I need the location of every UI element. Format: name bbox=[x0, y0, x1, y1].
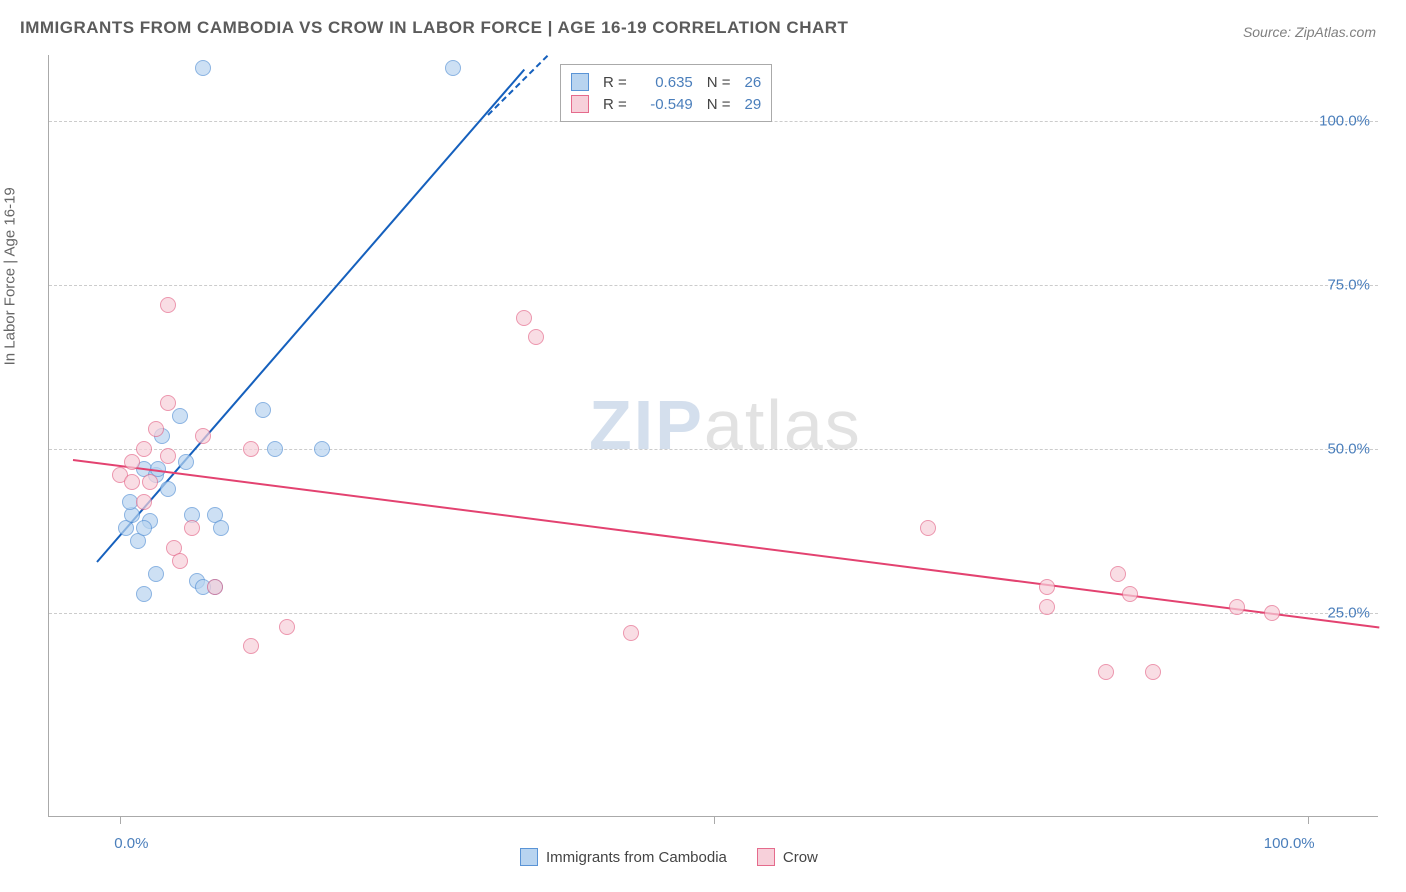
data-point bbox=[920, 520, 936, 536]
chart-title: IMMIGRANTS FROM CAMBODIA VS CROW IN LABO… bbox=[20, 18, 848, 38]
data-point bbox=[255, 402, 271, 418]
data-point bbox=[142, 474, 158, 490]
data-point bbox=[267, 441, 283, 457]
data-point bbox=[528, 329, 544, 345]
legend-r-label: R = bbox=[603, 74, 627, 91]
legend-label: Immigrants from Cambodia bbox=[546, 849, 727, 866]
data-point bbox=[243, 638, 259, 654]
gridline-h bbox=[49, 285, 1378, 286]
data-point bbox=[148, 566, 164, 582]
y-axis-label: In Labor Force | Age 16-19 bbox=[2, 187, 19, 365]
data-point bbox=[243, 441, 259, 457]
data-point bbox=[136, 586, 152, 602]
correlation-legend: R = 0.635 N = 26 R = -0.549 N = 29 bbox=[560, 64, 772, 122]
data-point bbox=[172, 408, 188, 424]
data-point bbox=[279, 619, 295, 635]
legend-row: R = -0.549 N = 29 bbox=[571, 93, 761, 115]
data-point bbox=[195, 60, 211, 76]
legend-swatch bbox=[571, 95, 589, 113]
legend-swatch bbox=[520, 848, 538, 866]
legend-item: Immigrants from Cambodia bbox=[520, 848, 727, 866]
legend-item: Crow bbox=[757, 848, 818, 866]
data-point bbox=[124, 454, 140, 470]
x-tick bbox=[714, 816, 715, 824]
data-point bbox=[160, 395, 176, 411]
data-point bbox=[213, 520, 229, 536]
data-point bbox=[445, 60, 461, 76]
data-point bbox=[314, 441, 330, 457]
data-point bbox=[195, 428, 211, 444]
data-point bbox=[1229, 599, 1245, 615]
watermark: ZIPatlas bbox=[589, 385, 862, 465]
legend-n-value: 29 bbox=[745, 96, 762, 113]
data-point bbox=[207, 579, 223, 595]
legend-r-value: -0.549 bbox=[641, 96, 693, 113]
plot-area: ZIPatlas 25.0%50.0%75.0%100.0%0.0%100.0% bbox=[48, 55, 1378, 817]
x-tick bbox=[1308, 816, 1309, 824]
data-point bbox=[178, 454, 194, 470]
data-point bbox=[1264, 605, 1280, 621]
data-point bbox=[148, 421, 164, 437]
legend-n-value: 26 bbox=[745, 74, 762, 91]
data-point bbox=[136, 520, 152, 536]
data-point bbox=[1098, 664, 1114, 680]
gridline-h bbox=[49, 613, 1378, 614]
legend-n-label: N = bbox=[707, 96, 731, 113]
data-point bbox=[623, 625, 639, 641]
data-point bbox=[160, 448, 176, 464]
data-point bbox=[1039, 599, 1055, 615]
y-tick-label: 25.0% bbox=[1327, 605, 1370, 622]
data-point bbox=[516, 310, 532, 326]
x-tick bbox=[120, 816, 121, 824]
data-point bbox=[136, 441, 152, 457]
legend-swatch bbox=[757, 848, 775, 866]
x-tick-label: 100.0% bbox=[1264, 835, 1315, 852]
legend-n-label: N = bbox=[707, 74, 731, 91]
x-tick-label: 0.0% bbox=[114, 835, 148, 852]
y-tick-label: 50.0% bbox=[1327, 441, 1370, 458]
data-point bbox=[1039, 579, 1055, 595]
legend-r-value: 0.635 bbox=[641, 74, 693, 91]
data-point bbox=[124, 474, 140, 490]
data-point bbox=[1145, 664, 1161, 680]
data-point bbox=[184, 520, 200, 536]
trend-line-dash bbox=[488, 55, 549, 116]
data-point bbox=[136, 494, 152, 510]
data-point bbox=[160, 481, 176, 497]
data-point bbox=[160, 297, 176, 313]
legend-row: R = 0.635 N = 26 bbox=[571, 71, 761, 93]
data-point bbox=[172, 553, 188, 569]
data-point bbox=[1110, 566, 1126, 582]
data-point bbox=[1122, 586, 1138, 602]
y-tick-label: 75.0% bbox=[1327, 276, 1370, 293]
y-tick-label: 100.0% bbox=[1319, 112, 1370, 129]
legend-label: Crow bbox=[783, 849, 818, 866]
source-attribution: Source: ZipAtlas.com bbox=[1243, 24, 1376, 40]
legend-r-label: R = bbox=[603, 96, 627, 113]
trend-line bbox=[73, 459, 1379, 628]
legend-swatch bbox=[571, 73, 589, 91]
correlation-chart: IMMIGRANTS FROM CAMBODIA VS CROW IN LABO… bbox=[0, 0, 1406, 892]
series-legend: Immigrants from Cambodia Crow bbox=[520, 848, 818, 866]
